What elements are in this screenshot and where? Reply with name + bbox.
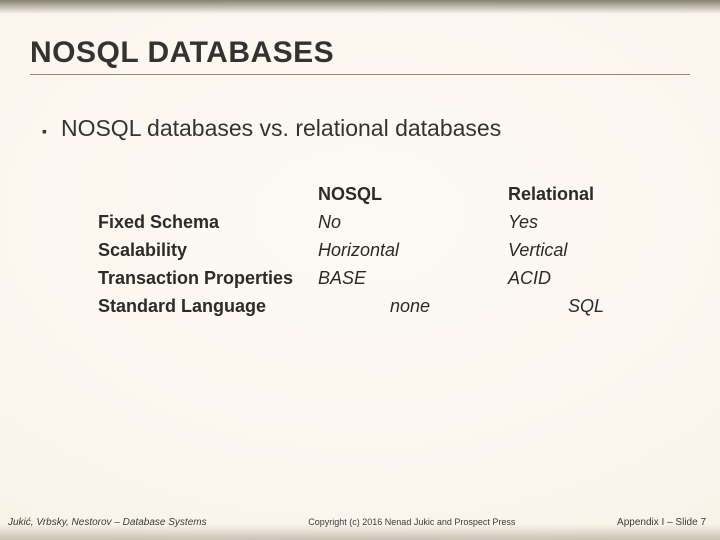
bullet-text: NOSQL databases vs. relational databases <box>61 115 501 142</box>
table-row: Standard Language none SQL <box>98 293 690 321</box>
row-attr: Transaction Properties <box>98 265 318 293</box>
row-nosql: Horizontal <box>318 237 508 265</box>
footer-right-prefix: Appendix I – Slide <box>617 517 700 528</box>
footer-authors: Jukić, Vrbsky, Nestorov – Database Syste… <box>8 517 207 528</box>
footer-copyright: Copyright (c) 2016 Nenad Jukic and Prosp… <box>207 517 617 527</box>
footer-pagenum: Appendix I – Slide 7 <box>617 517 706 528</box>
page-title: NOSQL DATABASES <box>30 36 690 70</box>
row-nosql: No <box>318 209 508 237</box>
table-row: Fixed Schema No Yes <box>98 209 690 237</box>
row-rel: ACID <box>508 265 658 293</box>
row-attr: Scalability <box>98 237 318 265</box>
table-header-nosql: NOSQL <box>318 181 508 209</box>
table-row: Scalability Horizontal Vertical <box>98 237 690 265</box>
table-header-attr <box>98 181 318 209</box>
bullet-item: ▪ NOSQL databases vs. relational databas… <box>42 115 690 143</box>
row-attr: Standard Language <box>98 293 318 321</box>
row-rel: Vertical <box>508 237 658 265</box>
table-row: Transaction Properties BASE ACID <box>98 265 690 293</box>
footer-right-number: 7 <box>700 517 706 528</box>
bullet-marker-icon: ▪ <box>42 119 47 143</box>
row-rel: Yes <box>508 209 658 237</box>
row-attr: Fixed Schema <box>98 209 318 237</box>
row-nosql: none <box>318 293 508 321</box>
comparison-table: NOSQL Relational Fixed Schema No Yes Sca… <box>98 181 690 320</box>
row-rel: SQL <box>508 293 658 321</box>
title-rule: NOSQL DATABASES <box>30 36 690 75</box>
slide: NOSQL DATABASES ▪ NOSQL databases vs. re… <box>0 0 720 540</box>
row-nosql: BASE <box>318 265 508 293</box>
slide-footer: Jukić, Vrbsky, Nestorov – Database Syste… <box>0 517 720 528</box>
table-header-rel: Relational <box>508 181 658 209</box>
table-header-row: NOSQL Relational <box>98 181 690 209</box>
